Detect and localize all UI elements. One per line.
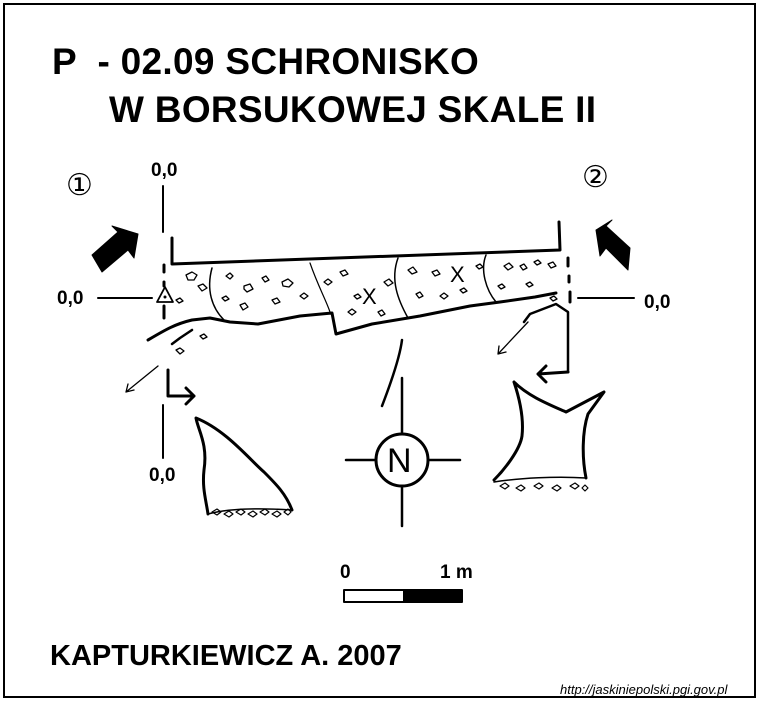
source-url: http://jaskiniepolski.pgi.gov.pl <box>560 682 728 697</box>
map-frame <box>3 3 756 698</box>
cave-wall-bottom-left-ledge <box>170 328 194 346</box>
marker-x-1: X <box>362 284 377 309</box>
cave-wall-bottom <box>146 291 558 342</box>
inner-divider-1 <box>208 267 225 321</box>
cross-section-1-floor <box>207 508 293 515</box>
scale-label-zero: 0 <box>340 562 351 583</box>
author-credit: KAPTURKIEWICZ A. 2007 <box>50 640 402 672</box>
cross-section-1-rubble <box>211 508 292 518</box>
cross-section-2-rubble <box>499 482 589 492</box>
scale-label-one-meter: 1 m <box>440 562 473 583</box>
inner-divider-4 <box>482 254 497 303</box>
right-chute-wall <box>522 302 570 374</box>
datum-triangle-icon <box>156 286 174 303</box>
section-marker-2: ② <box>582 160 609 195</box>
elevation-label-right: 0,0 <box>644 292 671 313</box>
cave-title: P - 02.09 SCHRONISKO W BORSUKOWEJ SKALE I… <box>52 38 596 134</box>
rubble-stones <box>175 259 558 355</box>
slope-arrow-right <box>497 321 529 355</box>
cave-wall-right-dashed <box>566 256 572 304</box>
cross-section-2-floor <box>493 476 587 483</box>
north-arrow-compass-icon <box>344 338 462 528</box>
cave-title-line1: P - 02.09 SCHRONISKO <box>52 41 480 82</box>
cave-wall-top <box>170 220 562 266</box>
section-arrow-2 <box>536 364 570 384</box>
marker-x-2: X <box>450 262 465 287</box>
elevation-label-bottom-left: 0,0 <box>149 465 176 486</box>
inner-divider-2 <box>309 262 331 313</box>
cross-section-1-outline <box>194 416 294 516</box>
compass-north-label: N <box>387 442 412 480</box>
inner-divider-3 <box>394 257 409 319</box>
section-arrow-1 <box>166 368 196 406</box>
scale-bar <box>343 589 463 603</box>
cross-section-2-outline <box>492 380 606 482</box>
cave-title-line2: W BORSUKOWEJ SKALE II <box>109 89 597 130</box>
elevation-label-left: 0,0 <box>57 288 84 309</box>
section-marker-1: ① <box>66 168 93 203</box>
elevation-label-top-left: 0,0 <box>151 160 178 181</box>
view-arrow-right <box>595 219 631 271</box>
view-arrow-left <box>91 225 139 273</box>
slope-arrow-left <box>125 365 159 393</box>
